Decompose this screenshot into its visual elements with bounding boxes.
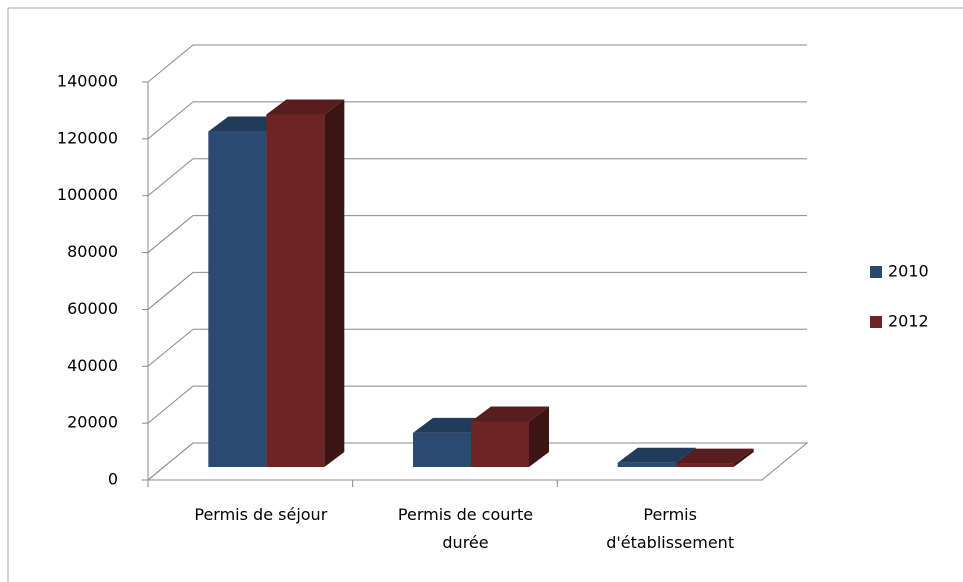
bar-front <box>617 462 676 467</box>
y-tick-label: 120000 <box>57 128 118 147</box>
y-tick-label: 60000 <box>67 299 118 318</box>
x-tick-label: Permis d'établissement <box>606 505 735 552</box>
grid-line <box>147 328 194 367</box>
bar-top <box>675 448 754 464</box>
legend-label: 2012 <box>888 312 929 331</box>
bar-front <box>266 114 325 467</box>
bar-front <box>208 131 267 468</box>
x-tick-label: Permis de courte durée <box>397 505 534 552</box>
bar-side <box>529 406 549 467</box>
bar-top <box>471 406 549 422</box>
grid-line <box>147 385 194 424</box>
y-tick-label: 40000 <box>67 356 118 375</box>
x-tick-label: Permis de séjour <box>194 505 328 524</box>
legend-swatch <box>870 266 882 278</box>
grid-line <box>147 215 194 253</box>
grid-line <box>147 101 194 140</box>
grid-line <box>147 158 194 197</box>
bar-front <box>675 463 734 467</box>
grid-line <box>147 44 194 83</box>
bar-top <box>617 447 696 463</box>
y-tick-label: 80000 <box>67 242 118 261</box>
grid-line <box>147 442 194 481</box>
y-tick-label: 0 <box>108 470 118 489</box>
legend-label: 2010 <box>888 262 929 281</box>
bar-front <box>413 432 471 467</box>
bar-side <box>733 448 754 467</box>
bar-front <box>471 421 529 467</box>
grid-line <box>147 272 194 310</box>
bar-top <box>266 99 345 115</box>
legend-swatch <box>870 316 882 328</box>
y-tick-label: 140000 <box>57 72 118 91</box>
bar-side <box>324 99 345 467</box>
y-tick-label: 100000 <box>57 185 118 204</box>
y-tick-label: 20000 <box>67 413 118 432</box>
